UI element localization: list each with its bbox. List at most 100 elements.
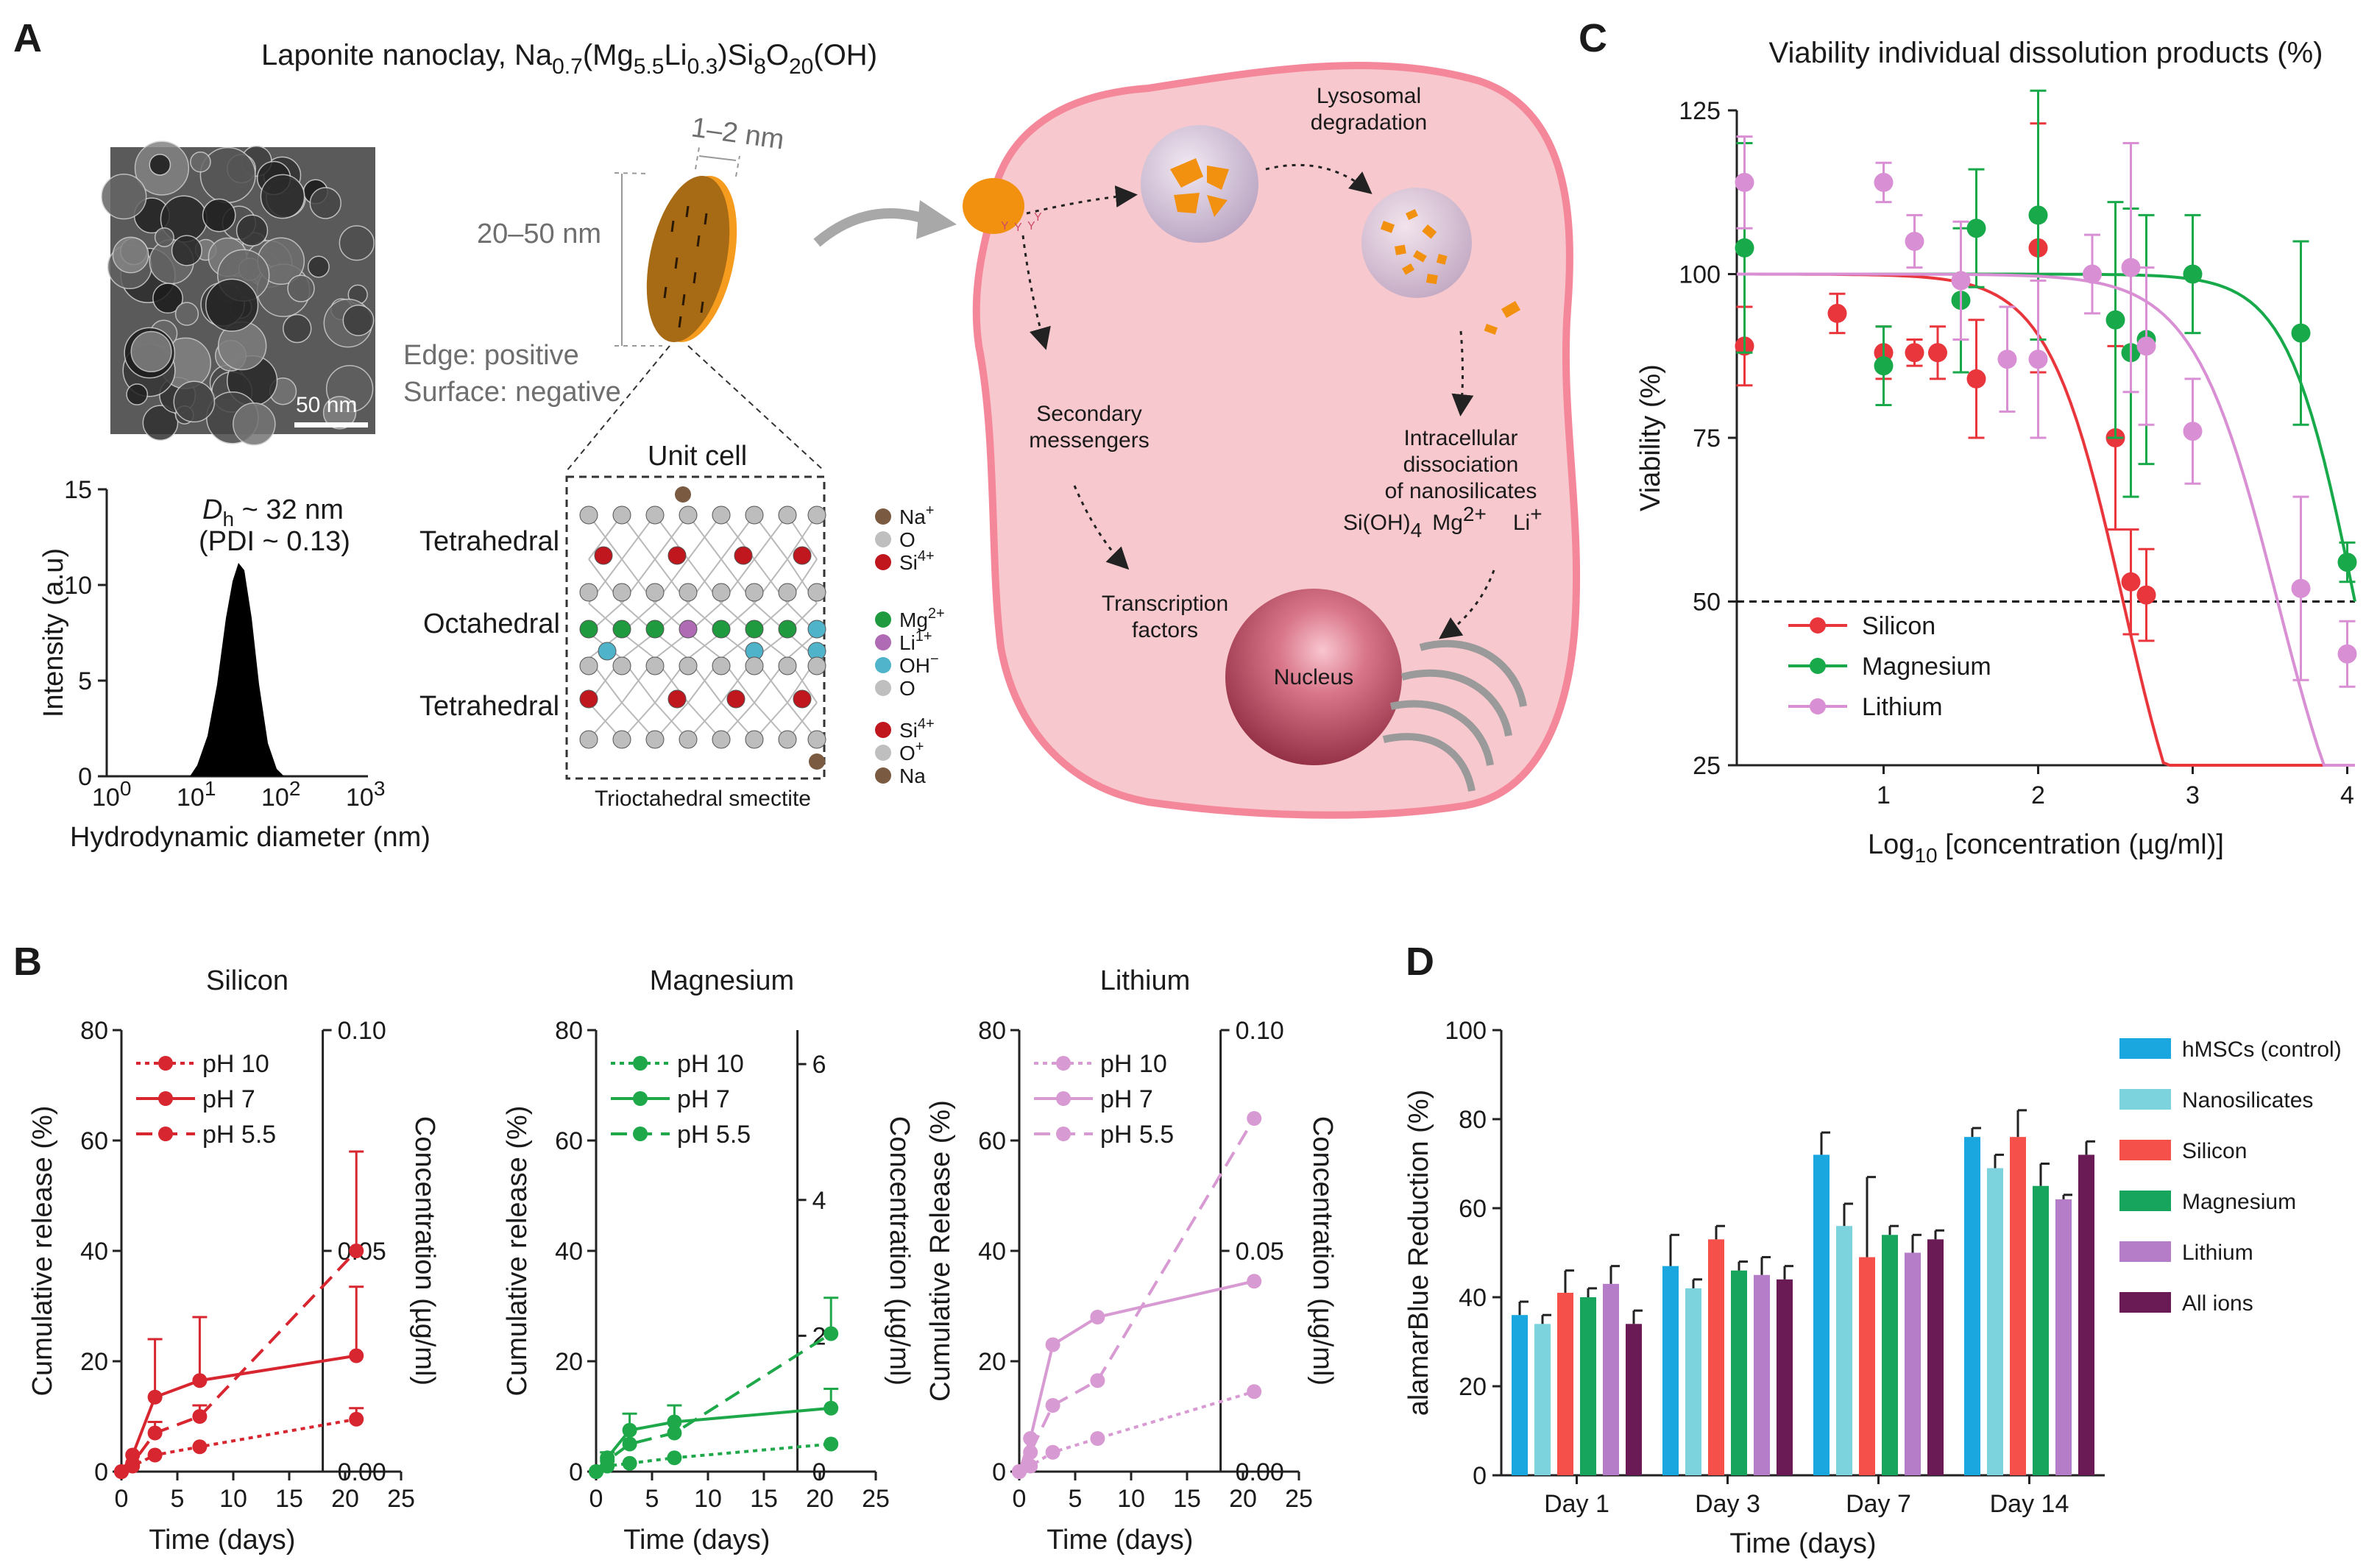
lysosome-degraded — [1361, 188, 1472, 298]
data-point — [192, 1409, 208, 1424]
y-tick-label: 60 — [555, 1127, 583, 1155]
data-point — [1090, 1310, 1105, 1324]
data-point — [667, 1414, 682, 1430]
x-tick-label: 20 — [331, 1485, 359, 1513]
y-tick-label: 80 — [1459, 1106, 1487, 1134]
y-tick-label: 40 — [1459, 1284, 1487, 1312]
y-tick-label: 75 — [1693, 425, 1721, 453]
panel-letter-a: A — [13, 16, 42, 60]
legend-marker — [1810, 698, 1826, 714]
legend-label: Silicon — [2182, 1139, 2247, 1163]
legend-atom-label: Na — [899, 765, 926, 787]
data-point — [2136, 336, 2156, 356]
x-tick-label: 5 — [1069, 1485, 1083, 1513]
data-point — [1023, 1444, 1038, 1460]
data-point — [2291, 578, 2311, 598]
y-tick-label: 50 — [1693, 589, 1721, 617]
svg-text:100: 100 — [92, 777, 131, 812]
fit-curve — [1737, 272, 2355, 767]
legend-atom-swatch — [875, 722, 891, 738]
legend-swatch — [2119, 1292, 2171, 1313]
data-point — [1735, 172, 1754, 192]
data-point — [2121, 258, 2141, 277]
dls-db-label: Dh ~ 32 nm — [202, 494, 344, 531]
dls-plot: 0 5 10 15 100 101 102 103 Dh ~ 32 nm (PD… — [38, 476, 431, 853]
legend-marker — [158, 1091, 173, 1106]
data-point — [1928, 343, 1947, 363]
nucleus — [1225, 589, 1402, 765]
svg-text:Y: Y — [1001, 220, 1009, 233]
row-label-tetrahedral-top: Tetrahedral — [419, 526, 559, 557]
y2-axis-label: Concentration (µg/ml) — [1307, 1116, 1338, 1386]
data-point — [1247, 1111, 1262, 1126]
panel-letter-c: C — [1579, 16, 1607, 60]
legend-label: pH 10 — [1100, 1050, 1167, 1078]
x-tick-label: 0 — [589, 1485, 603, 1513]
dls-ytick: 10 — [64, 572, 92, 600]
y-tick-label: 20 — [1459, 1373, 1487, 1401]
legend-label: pH 10 — [202, 1050, 269, 1078]
x-tick-label: 10 — [219, 1485, 247, 1513]
legend-marker — [1056, 1056, 1071, 1071]
chart-viability: Viability individual dissolution product… — [1635, 37, 2357, 867]
data-point — [2028, 205, 2048, 225]
legend-marker — [633, 1127, 648, 1141]
y-axis-label: Cumulative release (%) — [502, 1106, 533, 1397]
data-point — [147, 1425, 163, 1441]
y-tick-label: 60 — [80, 1127, 108, 1155]
data-point — [2183, 264, 2203, 284]
x-tick-label: 15 — [750, 1485, 778, 1513]
legend-atom-label: Na+ — [899, 503, 934, 528]
bar — [2055, 1199, 2072, 1475]
data-point — [1247, 1274, 1262, 1289]
nucleus-label: Nucleus — [1274, 665, 1353, 689]
diameter-label: 20–50 nm — [477, 219, 601, 249]
series-line — [1018, 1280, 1255, 1472]
data-point — [1905, 343, 1924, 363]
dls-distribution — [190, 563, 284, 776]
x-tick-label: 25 — [862, 1485, 890, 1513]
bar — [1534, 1324, 1551, 1475]
y2-tick-label: 0.10 — [1236, 1017, 1284, 1045]
legend-atom-swatch — [875, 508, 891, 525]
lysosome-intact — [1141, 125, 1258, 243]
data-point — [667, 1450, 682, 1466]
category-label: Day 3 — [1695, 1490, 1760, 1518]
legend-marker — [633, 1056, 648, 1071]
y-tick-label: 0 — [992, 1458, 1006, 1486]
chart-lithium-release: Lithium 0 20 40 60 80 0 5 10 15 20 250.00 0.05 0.10 Cu… — [925, 965, 1338, 1555]
legend-atom-swatch — [875, 634, 891, 650]
data-point — [1735, 238, 1754, 258]
unit-cell-caption: Trioctahedral smectite — [595, 787, 811, 811]
legend-label: Silicon — [1862, 612, 1935, 640]
category-label: Day 1 — [1544, 1490, 1609, 1518]
panel-letter-b: B — [13, 940, 42, 984]
ions-label: Si(OH)4 Mg2+ Li+ — [1343, 503, 1542, 542]
y-axis-label: Viability (%) — [1635, 364, 1666, 511]
laponite-particle: 1–2 nm 20–50 nm Edge: positive Surface: … — [403, 112, 957, 472]
svg-text:102: 102 — [261, 777, 300, 812]
y-tick-label: 25 — [1693, 752, 1721, 780]
legend-atom-swatch — [875, 554, 891, 570]
x-tick-label: 5 — [171, 1485, 185, 1513]
y-tick-label: 0 — [1473, 1462, 1487, 1490]
chart-title: Silicon — [206, 965, 288, 996]
bar — [1580, 1297, 1596, 1475]
tem-image: 50 nm — [101, 141, 375, 446]
legend-label: pH 10 — [677, 1050, 744, 1078]
unit-cell: Unit cell Tetrahedral Octahedral Tetrahe… — [419, 441, 945, 811]
svg-text:Y: Y — [1027, 220, 1035, 233]
legend-label: pH 7 — [677, 1085, 730, 1113]
y2-tick-label: 6 — [812, 1051, 826, 1079]
x-tick-label: 10 — [1117, 1485, 1145, 1513]
series-line — [595, 1442, 832, 1473]
legend-label: hMSCs (control) — [2182, 1037, 2342, 1062]
data-point — [2337, 644, 2357, 664]
legend-marker — [1810, 617, 1826, 634]
bar — [1708, 1239, 1724, 1475]
data-point — [192, 1373, 208, 1388]
y2-tick-label: 0.00 — [338, 1458, 386, 1486]
x-tick-label: 2 — [2031, 781, 2045, 809]
legend-label: pH 5.5 — [202, 1121, 276, 1149]
data-point — [2136, 585, 2156, 605]
